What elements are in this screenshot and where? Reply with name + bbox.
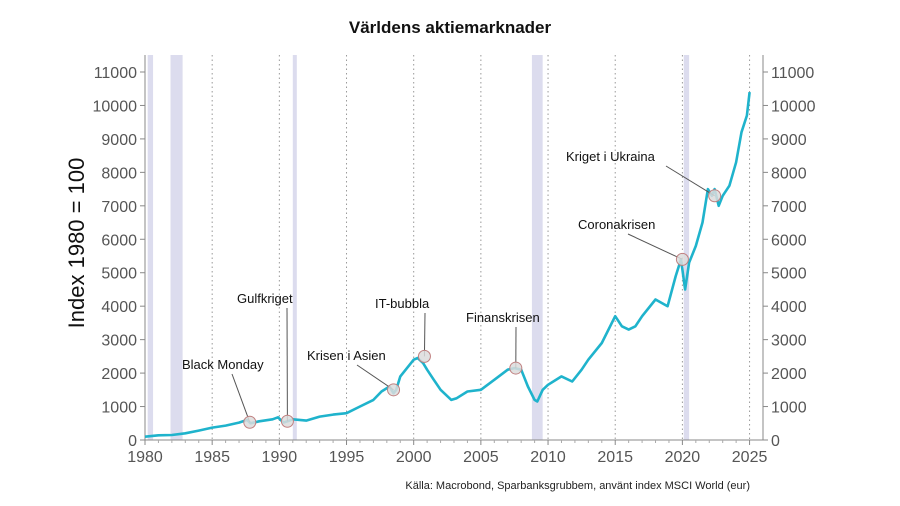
chart-title: Världens aktiemarknader [348,18,552,37]
annotation-label: Gulfkriget [237,291,293,306]
annotation-label: Krisen i Asien [307,348,386,363]
y-tick-label-right: 6000 [771,232,807,249]
x-tick-label: 2000 [396,449,432,466]
y-tick-label-right: 9000 [771,132,807,149]
y-tick-label-left: 4000 [101,299,137,316]
x-tick-label: 1985 [194,449,230,466]
annotation-label: IT-bubbla [375,296,430,311]
x-tick-label: 2015 [597,449,633,466]
y-tick-label-left: 5000 [101,266,137,283]
y-tick-label-right: 11000 [771,65,814,82]
annotation-label: Black Monday [182,357,264,372]
y-tick-label-left: 1000 [101,400,137,417]
annotation-label: Kriget i Ukraina [566,149,656,164]
y-tick-label-right: 2000 [771,366,807,383]
annotation-marker [387,383,401,397]
y-tick-label-right: 1000 [771,400,807,417]
y-tick-label-right: 7000 [771,199,807,216]
recession-band [292,55,297,440]
annotation-label: Finanskrisen [466,310,540,325]
x-tick-label: 1980 [127,449,163,466]
annotation-marker [417,349,431,363]
annotation-leader [627,233,683,260]
y-tick-label-right: 8000 [771,165,807,182]
annotation-marker [243,415,257,429]
y-tick-label-right: 10000 [771,98,816,115]
annotation-leader [356,364,394,391]
y-tick-label-right: 5000 [771,266,807,283]
annotation-label: Coronakrisen [578,217,655,232]
annotation-marker [675,252,689,266]
y-tick-label-left: 3000 [101,333,137,350]
y-tick-label-left: 0 [128,433,137,450]
recession-band [170,55,183,440]
y-tick-label-right: 4000 [771,299,807,316]
recession-band [531,55,543,440]
series-line [144,91,751,438]
source-note: Källa: Macrobond, Sparbanksgrubbem, anvä… [405,480,750,492]
y-tick-label-left: 10000 [93,98,138,115]
x-tick-label: 1995 [329,449,365,466]
annotation-leader [423,312,426,357]
y-tick-label-left: 11000 [94,65,137,82]
y-tick-label-left: 2000 [101,366,137,383]
annotation-marker [280,414,294,428]
recession-band [147,55,154,440]
x-tick-label: 1990 [262,449,298,466]
y-tick-label-left: 9000 [101,132,137,149]
x-tick-label: 2020 [665,449,701,466]
recession-band [683,55,690,440]
x-tick-label: 2010 [530,449,566,466]
x-tick-label: 2005 [463,449,499,466]
y-tick-label-left: 7000 [101,199,137,216]
y-tick-label-right: 0 [771,433,780,450]
annotation-leader [231,373,251,423]
y-tick-label-left: 6000 [101,232,137,249]
annotation-marker [708,189,722,203]
annotation-leader [665,165,715,197]
x-tick-label: 2025 [732,449,768,466]
y-tick-label-right: 3000 [771,333,807,350]
annotation-marker [509,361,523,375]
y-tick-label-left: 8000 [101,165,137,182]
